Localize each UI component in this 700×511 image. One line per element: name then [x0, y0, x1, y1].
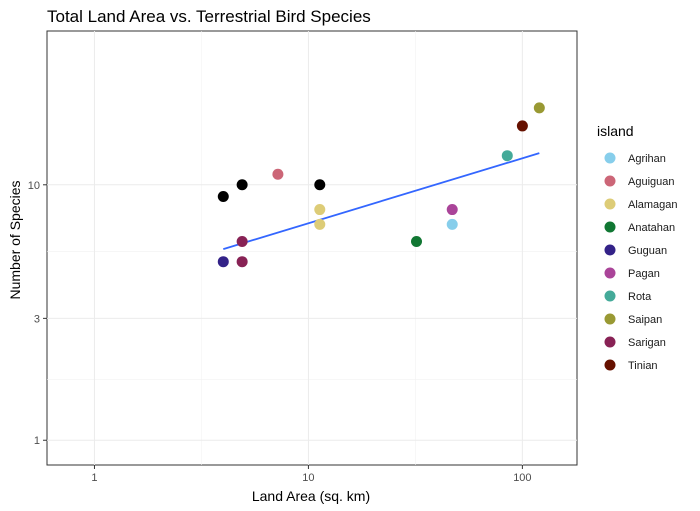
legend-label-guguan: Guguan [628, 245, 667, 257]
legend-key-sarigan [604, 336, 616, 348]
legend-title: island [597, 123, 634, 139]
point-black [314, 179, 326, 191]
point-saipan [533, 102, 545, 114]
point-agrihan [446, 218, 458, 230]
y-axis-ticks: 1 3 10 [28, 180, 47, 447]
x-tick-label: 10 [302, 472, 314, 484]
plot-panel [46, 30, 578, 466]
legend-key-tinian [604, 359, 616, 371]
legend-label-anatahan: Anatahan [628, 222, 675, 234]
point-guguan [217, 256, 229, 268]
point-sarigan [236, 235, 248, 247]
point-black [236, 179, 248, 191]
chart-title: Total Land Area vs. Terrestrial Bird Spe… [47, 7, 371, 26]
point-anatahan [411, 235, 423, 247]
data-points [217, 102, 545, 268]
legend: island Agrihan Aguiguan Alamagan Anatahan Gu… [597, 123, 678, 372]
legend-key-saipan [604, 313, 616, 325]
x-tick-label: 1 [91, 472, 97, 484]
y-tick-label: 3 [34, 313, 40, 325]
plot-panel-border [46, 30, 578, 466]
point-sarigan [236, 256, 248, 268]
legend-key-pagan [604, 267, 616, 279]
legend-label-alamagan: Alamagan [628, 199, 678, 211]
legend-label-pagan: Pagan [628, 268, 660, 280]
legend-label-sarigan: Sarigan [628, 337, 666, 349]
legend-key-aguiguan [604, 175, 616, 187]
y-axis-title: Number of Species [7, 180, 23, 299]
point-rota [501, 150, 513, 162]
point-black [217, 190, 229, 202]
legend-key-guguan [604, 244, 616, 256]
grid-lines [47, 31, 577, 465]
point-pagan [446, 204, 458, 216]
trend-line [223, 152, 540, 250]
trend-line-group [223, 152, 540, 250]
legend-key-anatahan [604, 221, 616, 233]
point-aguiguan [272, 168, 284, 180]
x-tick-label: 100 [513, 472, 531, 484]
legend-label-aguiguan: Aguiguan [628, 176, 675, 188]
legend-label-agrihan: Agrihan [628, 153, 666, 165]
x-axis-title: Land Area (sq. km) [252, 488, 370, 504]
x-axis-ticks: 1 10 100 [91, 465, 532, 484]
legend-key-alamagan [604, 198, 616, 210]
point-alamagan [314, 218, 326, 230]
point-tinian [516, 120, 528, 132]
legend-key-agrihan [604, 152, 616, 164]
legend-label-saipan: Saipan [628, 314, 662, 326]
legend-key-rota [604, 290, 616, 302]
legend-label-tinian: Tinian [628, 360, 658, 372]
legend-label-rota: Rota [628, 291, 652, 303]
point-alamagan [314, 204, 326, 216]
y-tick-label: 1 [34, 435, 40, 447]
y-tick-label: 10 [28, 180, 40, 192]
